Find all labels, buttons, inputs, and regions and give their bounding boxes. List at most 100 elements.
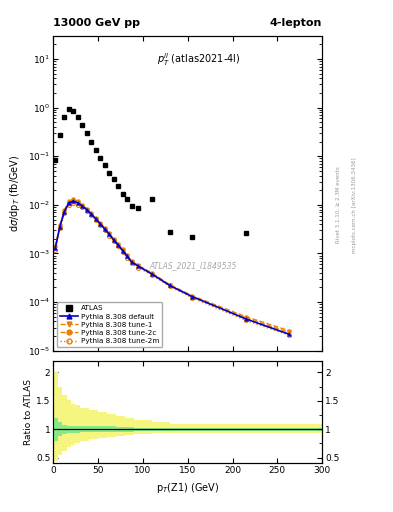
- Pythia 8.308 tune-1: [89, 211, 94, 217]
- Pythia 8.308 tune-2m: [149, 272, 154, 278]
- Text: ATLAS_2021_I1849535: ATLAS_2021_I1849535: [149, 261, 237, 270]
- Pythia 8.308 tune-2m: [167, 283, 172, 289]
- Text: mcplots.cern.ch [arXiv:1306.3436]: mcplots.cern.ch [arXiv:1306.3436]: [352, 157, 357, 252]
- Pythia 8.308 tune-1: [107, 231, 112, 237]
- Pythia 8.308 default: [53, 245, 58, 251]
- ATLAS: [120, 190, 125, 197]
- Pythia 8.308 tune-2c: [102, 225, 107, 231]
- Pythia 8.308 tune-2c: [80, 202, 84, 208]
- ATLAS: [149, 196, 154, 202]
- Pythia 8.308 tune-2m: [57, 225, 62, 231]
- Pythia 8.308 tune-2m: [93, 217, 98, 223]
- Pythia 8.308 tune-2m: [111, 238, 116, 244]
- Pythia 8.308 tune-1: [244, 315, 248, 321]
- Legend: ATLAS, Pythia 8.308 default, Pythia 8.308 tune-1, Pythia 8.308 tune-2c, Pythia 8: ATLAS, Pythia 8.308 default, Pythia 8.30…: [57, 303, 162, 347]
- X-axis label: p$_T$(Z1) (GeV): p$_T$(Z1) (GeV): [156, 481, 219, 495]
- Pythia 8.308 tune-2c: [66, 198, 71, 204]
- Pythia 8.308 tune-1: [125, 253, 129, 259]
- Pythia 8.308 tune-1: [93, 216, 98, 222]
- Pythia 8.308 tune-2m: [53, 247, 58, 253]
- Pythia 8.308 default: [89, 211, 94, 217]
- Pythia 8.308 tune-2m: [136, 265, 141, 271]
- Pythia 8.308 tune-2m: [80, 204, 84, 210]
- Text: 4-lepton: 4-lepton: [270, 18, 322, 28]
- Pythia 8.308 tune-1: [111, 237, 116, 243]
- Pythia 8.308 tune-2m: [244, 317, 248, 324]
- ATLAS: [111, 176, 116, 182]
- Pythia 8.308 tune-2c: [53, 243, 58, 249]
- ATLAS: [89, 139, 94, 145]
- Text: $p_T^{ll}$ (atlas2021-4l): $p_T^{ll}$ (atlas2021-4l): [157, 52, 240, 69]
- Pythia 8.308 tune-2c: [111, 236, 116, 242]
- Pythia 8.308 default: [71, 198, 75, 204]
- Pythia 8.308 tune-2c: [84, 205, 89, 211]
- ATLAS: [116, 183, 121, 189]
- Pythia 8.308 tune-2m: [190, 295, 195, 301]
- Line: ATLAS: ATLAS: [53, 106, 248, 239]
- Pythia 8.308 default: [80, 203, 84, 209]
- ATLAS: [62, 114, 67, 120]
- Pythia 8.308 tune-1: [71, 198, 75, 204]
- ATLAS: [53, 157, 58, 163]
- Pythia 8.308 default: [120, 247, 125, 253]
- ATLAS: [80, 121, 84, 127]
- Pythia 8.308 default: [149, 271, 154, 277]
- ATLAS: [98, 155, 103, 161]
- Pythia 8.308 default: [111, 237, 116, 243]
- Pythia 8.308 tune-1: [149, 271, 154, 277]
- Pythia 8.308 tune-1: [167, 283, 172, 289]
- Pythia 8.308 tune-2m: [116, 243, 121, 249]
- Pythia 8.308 tune-1: [190, 293, 195, 300]
- ATLAS: [102, 162, 107, 168]
- ATLAS: [75, 114, 80, 120]
- Line: Pythia 8.308 tune-2m: Pythia 8.308 tune-2m: [53, 201, 290, 337]
- Pythia 8.308 tune-2m: [120, 249, 125, 255]
- Pythia 8.308 default: [286, 331, 291, 337]
- Pythia 8.308 default: [116, 242, 121, 248]
- Line: Pythia 8.308 default: Pythia 8.308 default: [53, 199, 290, 336]
- Pythia 8.308 tune-2c: [190, 293, 195, 299]
- Pythia 8.308 tune-1: [84, 206, 89, 212]
- Pythia 8.308 default: [66, 200, 71, 206]
- Pythia 8.308 tune-1: [136, 263, 141, 269]
- Y-axis label: Ratio to ATLAS: Ratio to ATLAS: [24, 379, 33, 445]
- Pythia 8.308 tune-2c: [57, 222, 62, 228]
- Pythia 8.308 tune-1: [53, 245, 58, 251]
- Pythia 8.308 tune-2m: [84, 207, 89, 214]
- Text: 13000 GeV pp: 13000 GeV pp: [53, 18, 140, 28]
- ATLAS: [129, 203, 134, 209]
- Pythia 8.308 tune-2m: [89, 212, 94, 218]
- ATLAS: [136, 205, 141, 211]
- ATLAS: [93, 147, 98, 153]
- ATLAS: [66, 105, 71, 112]
- Pythia 8.308 default: [57, 224, 62, 230]
- Pythia 8.308 tune-2m: [125, 254, 129, 261]
- Pythia 8.308 default: [84, 206, 89, 212]
- Pythia 8.308 tune-2m: [102, 227, 107, 233]
- Pythia 8.308 default: [107, 231, 112, 237]
- Pythia 8.308 tune-2m: [71, 200, 75, 206]
- Pythia 8.308 tune-2c: [286, 328, 291, 334]
- Pythia 8.308 tune-2c: [129, 258, 134, 264]
- Pythia 8.308 tune-1: [120, 247, 125, 253]
- Pythia 8.308 tune-2c: [136, 262, 141, 268]
- Pythia 8.308 tune-2c: [93, 215, 98, 221]
- ATLAS: [107, 169, 112, 176]
- ATLAS: [57, 132, 62, 138]
- Pythia 8.308 tune-2m: [75, 202, 80, 208]
- Pythia 8.308 tune-2c: [75, 198, 80, 204]
- Pythia 8.308 tune-2c: [149, 270, 154, 276]
- Pythia 8.308 default: [136, 263, 141, 269]
- Pythia 8.308 tune-2c: [116, 241, 121, 247]
- Pythia 8.308 default: [190, 293, 195, 300]
- Pythia 8.308 default: [244, 316, 248, 322]
- Pythia 8.308 tune-2c: [120, 246, 125, 252]
- Pythia 8.308 tune-1: [286, 329, 291, 335]
- Pythia 8.308 tune-2m: [107, 233, 112, 239]
- Line: Pythia 8.308 tune-2c: Pythia 8.308 tune-2c: [53, 198, 290, 332]
- ATLAS: [84, 130, 89, 136]
- Pythia 8.308 tune-1: [116, 242, 121, 248]
- Pythia 8.308 default: [125, 253, 129, 259]
- Pythia 8.308 tune-2c: [125, 252, 129, 259]
- Pythia 8.308 default: [98, 221, 103, 227]
